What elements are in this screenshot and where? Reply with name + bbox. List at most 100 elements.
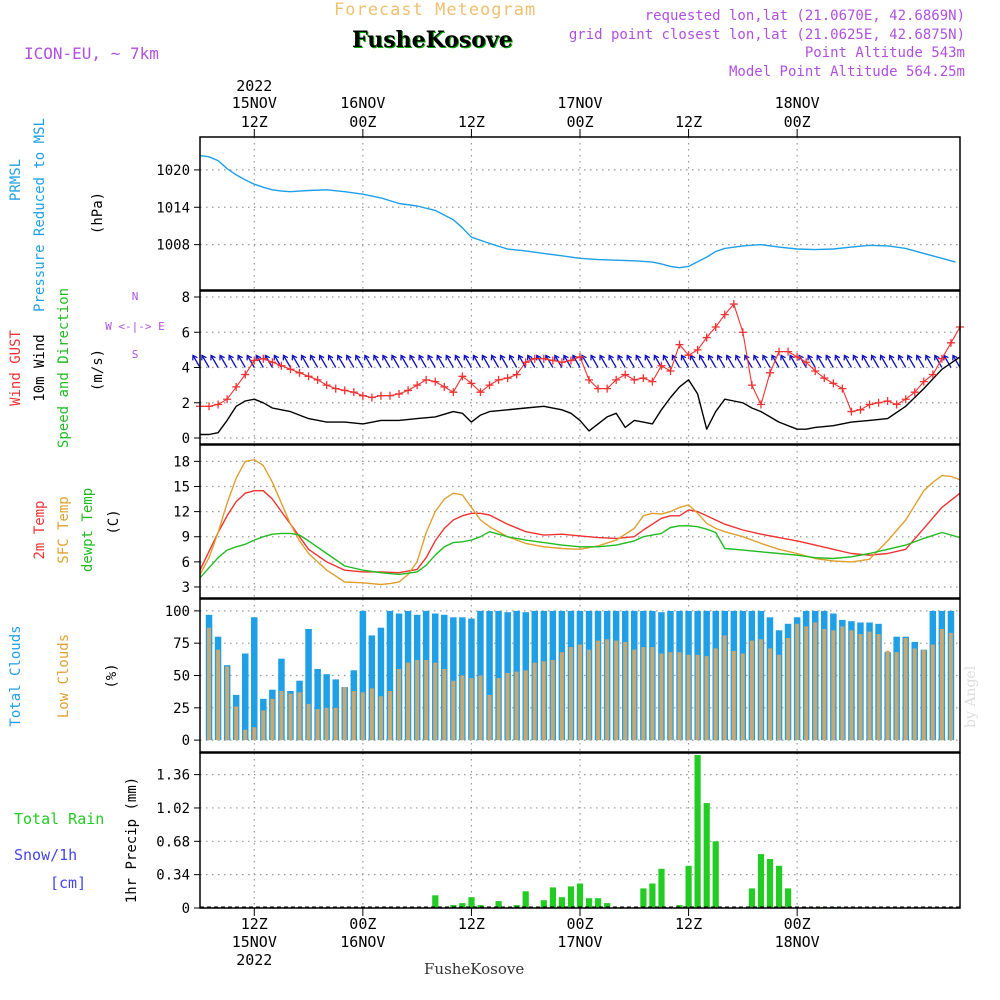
low-cloud-bar bbox=[822, 629, 827, 741]
wind-gust-label: Wind GUST bbox=[8, 330, 24, 406]
low-cloud-bar bbox=[804, 626, 809, 741]
pressure-line bbox=[199, 154, 956, 269]
rain-bar bbox=[712, 841, 719, 908]
rain-bar bbox=[567, 886, 575, 908]
wind-direction-arrow bbox=[445, 355, 454, 368]
total-cloud-bar bbox=[314, 669, 321, 741]
wind-gust-marker bbox=[530, 354, 539, 363]
low-cloud-bar bbox=[532, 662, 537, 741]
wind-direction-arrow bbox=[282, 355, 292, 368]
low-cloud-bar bbox=[514, 671, 519, 741]
y-tick-label: 4 bbox=[182, 361, 190, 377]
wind-gust-marker bbox=[883, 396, 892, 405]
total-cloud-bar bbox=[486, 610, 493, 741]
y-tick-label: 0.68 bbox=[156, 834, 190, 850]
wind-direction-arrow bbox=[301, 355, 310, 368]
wind-gust-marker bbox=[928, 370, 937, 379]
wind-direction-arrowhead bbox=[282, 354, 289, 361]
wind-gust-marker bbox=[576, 352, 584, 361]
wind-direction-arrow bbox=[753, 355, 762, 368]
wind-gust-marker bbox=[937, 354, 946, 363]
wind-direction-arrowhead bbox=[300, 354, 307, 361]
low-cloud-bar bbox=[668, 652, 673, 741]
rain-bar bbox=[459, 903, 466, 908]
rain-bar bbox=[785, 888, 792, 908]
wind-direction-arrow bbox=[509, 355, 518, 368]
wind-direction-arrowhead bbox=[318, 354, 325, 361]
wind-direction-arrowhead bbox=[336, 354, 343, 361]
wind-direction-arrow bbox=[427, 355, 436, 368]
wind-direction-arrowhead bbox=[780, 354, 786, 361]
wind-direction-arrow bbox=[228, 355, 237, 368]
y-tick-label: 8 bbox=[182, 290, 190, 306]
low-cloud-bar bbox=[605, 639, 610, 741]
low-cloud-bar bbox=[207, 627, 211, 741]
temp-2m-label: 2m Temp bbox=[32, 500, 48, 559]
low-cloud-bar bbox=[786, 638, 791, 741]
low-cloud-bar bbox=[722, 635, 727, 741]
low-cloud-bar bbox=[360, 692, 365, 741]
low-cloud-bar bbox=[813, 622, 818, 741]
wind-gust-marker bbox=[295, 368, 304, 377]
x-time-label-top: 12Z bbox=[675, 113, 702, 131]
x-time-label-top: 00Z bbox=[784, 113, 811, 131]
wind-gust-marker bbox=[811, 367, 820, 376]
low-cloud-bar bbox=[369, 688, 374, 741]
wind-unit-label: (m/s) bbox=[90, 349, 106, 391]
wind-gust-marker bbox=[820, 374, 829, 383]
wind-gust-marker bbox=[720, 310, 729, 319]
x-time-label-bottom: 00Z bbox=[349, 915, 376, 933]
wind-gust-marker bbox=[865, 400, 874, 409]
low-cloud-bar bbox=[406, 662, 411, 741]
snow-unit-label: [cm] bbox=[50, 874, 86, 892]
wind-gust-marker bbox=[566, 356, 575, 365]
wind-gust-marker bbox=[422, 375, 431, 384]
wind-gust-marker bbox=[205, 402, 214, 411]
temp-dewpt-label: dewpt Temp bbox=[80, 488, 96, 572]
wind-direction-arrowhead bbox=[291, 354, 298, 361]
wind-gust-marker bbox=[503, 374, 512, 383]
wind-direction-arrowhead bbox=[192, 354, 198, 361]
wind-gust-marker bbox=[603, 384, 612, 393]
low-cloud-bar bbox=[378, 696, 383, 741]
wind-direction-arrow bbox=[762, 355, 771, 368]
total-cloud-bar bbox=[323, 674, 330, 741]
wind-direction-arrow bbox=[201, 355, 210, 368]
wind-direction-arrow bbox=[644, 355, 653, 368]
low-cloud-bar bbox=[568, 647, 573, 741]
low-cloud-bar bbox=[695, 654, 700, 741]
wind-gust-marker bbox=[946, 338, 955, 347]
pressure-label-short: PRMSL bbox=[8, 159, 24, 201]
wind-direction-arrowhead bbox=[870, 354, 877, 361]
low-cloud-bar bbox=[903, 638, 908, 741]
requested-coords: requested lon,lat (21.0670E, 42.6869N) bbox=[644, 8, 965, 24]
wind-direction-arrowhead bbox=[599, 354, 605, 361]
wind-direction-arrow bbox=[726, 355, 735, 368]
wind-direction-arrow bbox=[373, 355, 382, 368]
wind-direction-arrow bbox=[789, 355, 798, 368]
frame-layer bbox=[194, 129, 961, 916]
wind-direction-arrow bbox=[246, 355, 255, 368]
closest-coords: grid point closest lon,lat (21.0625E, 42… bbox=[568, 27, 965, 43]
wind-direction-arrow bbox=[952, 355, 961, 368]
wind-gust-marker bbox=[594, 384, 603, 393]
wind-gust-marker bbox=[666, 367, 675, 376]
wind-direction-arrowhead bbox=[472, 354, 479, 361]
low-cloud-bar bbox=[388, 691, 392, 741]
x-year-label-top: 2022 bbox=[236, 77, 272, 95]
temp-dewpt-line bbox=[199, 525, 961, 579]
wind-direction-arrowhead bbox=[590, 354, 596, 361]
wind-direction-arrowhead bbox=[400, 354, 406, 361]
wind-direction-arrow bbox=[409, 355, 418, 368]
wind-direction-arrow bbox=[635, 355, 644, 368]
y-tick-label: 1.36 bbox=[156, 768, 190, 784]
low-cloud-bar bbox=[442, 669, 447, 741]
wind-direction-arrowhead bbox=[762, 354, 768, 361]
wind-direction-arrowhead bbox=[364, 354, 370, 361]
wind-gust-marker bbox=[494, 375, 503, 384]
wind-direction-arrow bbox=[500, 355, 509, 368]
wind-direction-arrowhead bbox=[499, 354, 506, 361]
y-tick-label: 1020 bbox=[156, 163, 190, 179]
total-cloud-bar bbox=[386, 610, 394, 741]
wind-gust-marker bbox=[702, 333, 711, 342]
